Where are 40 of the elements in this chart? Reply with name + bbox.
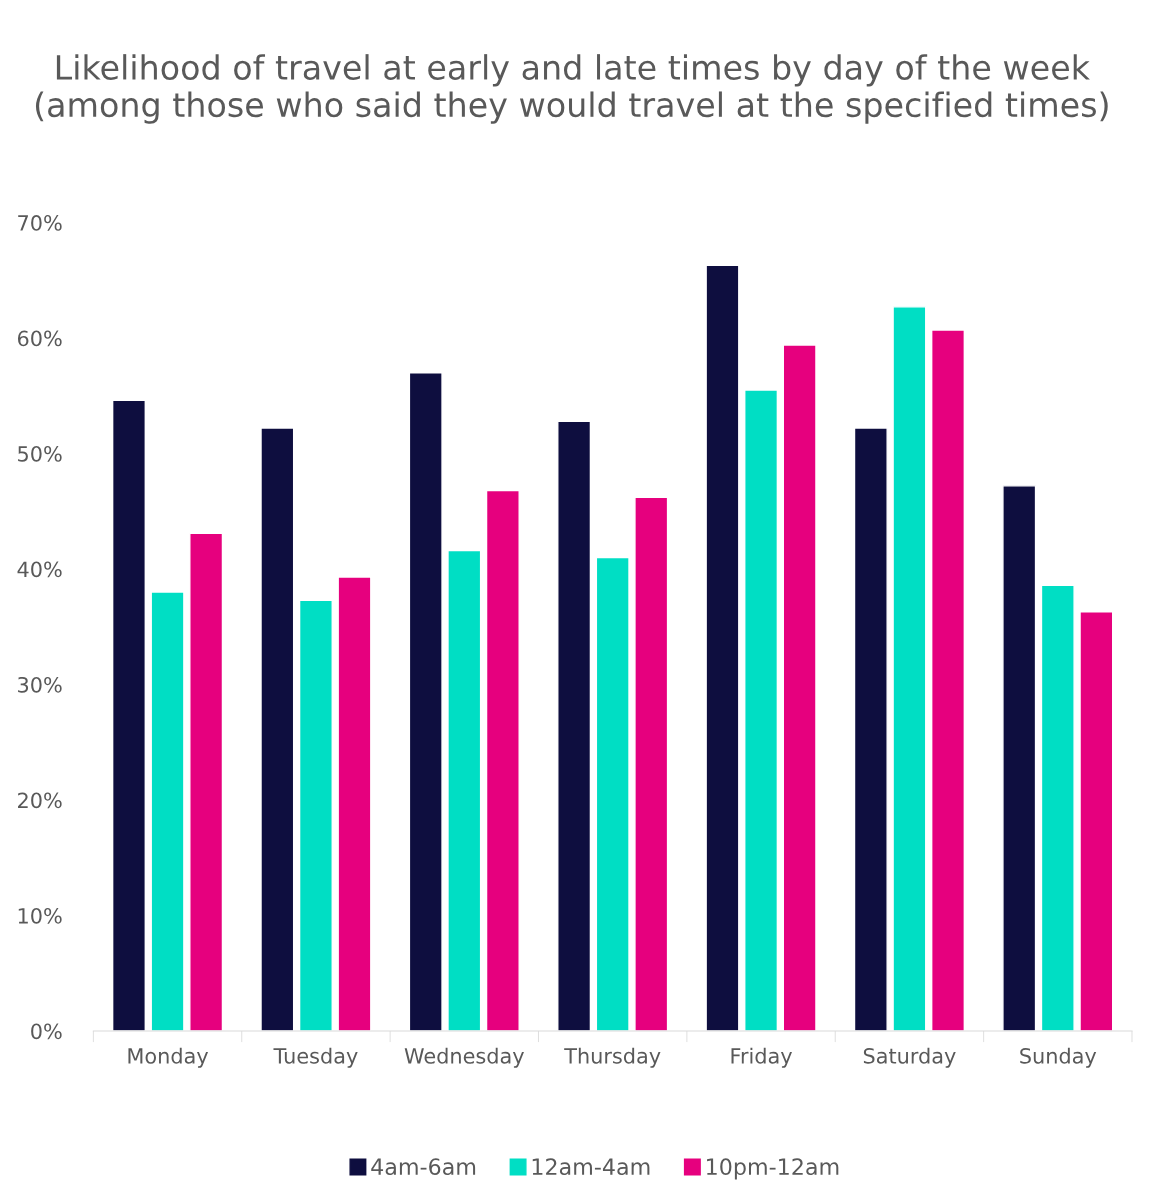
bar [150, 591, 185, 1031]
bar [634, 496, 669, 1031]
bar [447, 549, 482, 1031]
legend-label: 10pm-12am [707, 1158, 839, 1180]
x-tick-label: Tuesday [273, 1047, 358, 1068]
bar [782, 344, 817, 1031]
bar [892, 306, 927, 1031]
y-tick-label: 50% [18, 445, 62, 462]
legend-label: 4am-6am [371, 1158, 476, 1176]
x-tick-label: Wednesday [404, 1047, 524, 1068]
y-tick-label: 60% [17, 330, 62, 347]
x-tick-label: Sunday [1020, 1047, 1097, 1068]
bar [705, 264, 740, 1031]
bar [111, 399, 146, 1031]
bar [189, 532, 224, 1031]
x-tick-label: Saturday [863, 1047, 956, 1068]
bar [853, 427, 888, 1031]
bar [408, 371, 443, 1031]
bar [930, 329, 966, 1031]
bar [1079, 611, 1114, 1031]
bar [557, 420, 592, 1031]
bar [485, 489, 520, 1031]
y-tick-label: 70% [18, 215, 62, 231]
legend-label: 12am-4am [532, 1158, 650, 1176]
y-tick-label: 40% [17, 561, 62, 578]
bar [595, 556, 630, 1031]
chart-title: Likelihood of travel at early and late times by day of the week (among those who said they would travel at the specified times) [35, 54, 1108, 124]
y-tick-label: 30% [18, 676, 62, 693]
y-tick-label: 10% [18, 907, 62, 924]
bar [744, 389, 779, 1031]
x-tick-label: Thursday [564, 1047, 661, 1068]
y-tick-label: 20% [18, 792, 62, 809]
bar [298, 599, 333, 1031]
y-tick-label: 0% [31, 1023, 62, 1040]
bar [337, 576, 372, 1031]
x-tick-label: Friday [731, 1047, 792, 1068]
bar [1002, 485, 1037, 1031]
bar [260, 427, 295, 1031]
bar [1040, 584, 1075, 1031]
x-tick-label: Monday [128, 1047, 209, 1068]
